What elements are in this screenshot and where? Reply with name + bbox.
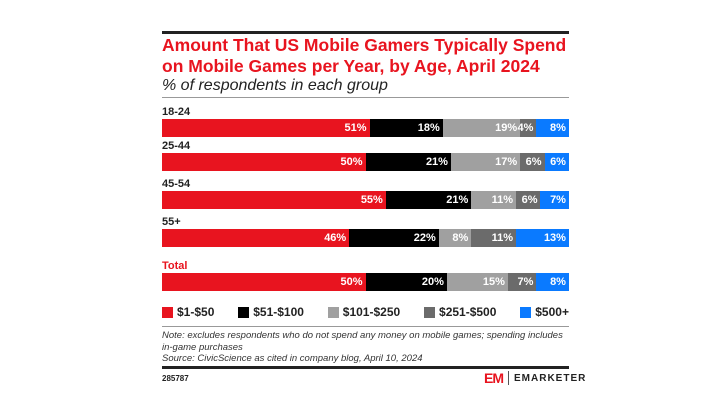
legend-swatch <box>162 306 173 318</box>
data-label: 4% <box>517 122 534 134</box>
legend-swatch <box>424 306 436 318</box>
stacked-bar: 46% 22% 8% 11% 13% <box>162 229 569 247</box>
logo-mark: EM <box>484 370 504 386</box>
data-label: 51% <box>344 122 367 134</box>
data-label: 11% <box>491 194 514 206</box>
bar-segment: 51% <box>162 119 370 137</box>
data-label: 19% <box>495 122 518 134</box>
legend-item: $101-$250 <box>327 305 401 319</box>
bar-segment: 8% <box>536 119 569 137</box>
title-divider <box>162 97 569 98</box>
stacked-bar: 50% 21% 17% 6% 6% <box>162 153 569 171</box>
data-label: 6% <box>525 156 542 168</box>
logo-text: EMARKETER <box>514 372 587 384</box>
bar-segment: 18% <box>369 119 443 137</box>
bar-segment: 4% <box>517 119 537 137</box>
data-label: 13% <box>543 232 566 244</box>
bar-segment: 15% <box>446 273 508 291</box>
row-label: 25-44 <box>162 140 191 152</box>
bar-segment: 13% <box>516 229 569 247</box>
bar-segment: 17% <box>450 153 521 171</box>
data-label: 8% <box>452 232 469 244</box>
chart-id: 285787 <box>162 374 189 383</box>
bar-segment: 8% <box>536 273 569 291</box>
legend-swatch <box>327 306 339 318</box>
data-label: 22% <box>413 232 436 244</box>
data-label: 46% <box>324 232 347 244</box>
data-label: 20% <box>421 276 444 288</box>
bar-segment: 7% <box>540 191 569 209</box>
row-label: Total <box>162 260 188 272</box>
bar-segment: 8% <box>438 229 472 247</box>
bar-segment: 50% <box>162 273 366 291</box>
row-label: 18-24 <box>162 106 191 118</box>
bar-segment: 21% <box>365 153 451 171</box>
legend-item: $1-$50 <box>162 305 214 319</box>
data-label: 50% <box>340 156 363 168</box>
bar-segment: 50% <box>162 153 366 171</box>
legend-item: $500+ <box>520 305 569 319</box>
data-label: 7% <box>550 194 566 206</box>
bar-segment: 7% <box>507 273 537 291</box>
top-rule <box>162 31 569 34</box>
legend-swatch <box>520 306 532 318</box>
data-label: 17% <box>495 156 518 168</box>
legend-label: $500+ <box>535 305 569 319</box>
bar-segment: 6% <box>544 153 569 171</box>
row-label: 55+ <box>162 216 181 228</box>
legend-swatch <box>238 306 250 318</box>
notes-divider <box>162 326 569 327</box>
note-text: Note: excludes respondents who do not sp… <box>162 330 563 353</box>
data-label: 7% <box>517 276 534 288</box>
data-label: 8% <box>550 276 566 288</box>
legend-label: $101-$250 <box>342 305 401 319</box>
legend: $1-$50 $51-$100 $101-$250 $251-$500 $500+ <box>162 305 569 319</box>
bar-segment: 22% <box>349 229 439 247</box>
source-text: Source: CivicScience as cited in company… <box>162 353 423 364</box>
bar-segment: 6% <box>516 191 541 209</box>
legend-item: $251-$500 <box>424 305 496 319</box>
data-label: 50% <box>340 276 363 288</box>
legend-label: $251-$500 <box>439 305 497 319</box>
data-label: 21% <box>425 156 448 168</box>
footer-rule <box>162 366 569 369</box>
stacked-bar: 50% 20% 15% 7% 8% <box>162 273 569 291</box>
data-label: 21% <box>446 194 469 206</box>
data-label: 11% <box>491 232 514 244</box>
data-label: 8% <box>550 122 566 134</box>
bar-segment: 19% <box>442 119 521 137</box>
bar-segment: 11% <box>471 191 517 209</box>
stacked-bar: 55% 21% 11% 6% 7% <box>162 191 569 209</box>
stacked-bar: 51% 18% 19% 4% 8% <box>162 119 569 137</box>
bar-segment: 20% <box>365 273 447 291</box>
bar-segment: 46% <box>162 229 350 247</box>
legend-item: $51-$100 <box>238 305 304 319</box>
bar-segment: 21% <box>385 191 472 209</box>
bar-segment: 6% <box>520 153 545 171</box>
bar-segment: 11% <box>471 229 517 247</box>
chart-title: Amount That US Mobile Gamers Typically S… <box>162 35 567 76</box>
data-label: 18% <box>417 122 440 134</box>
row-label: 45-54 <box>162 178 191 190</box>
chart-subtitle: % of respondents in each group <box>162 77 388 94</box>
data-label: 15% <box>482 276 505 288</box>
data-label: 6% <box>521 194 538 206</box>
data-label: 6% <box>550 156 566 168</box>
notes: Note: excludes respondents who do not sp… <box>162 330 569 365</box>
legend-label: $51-$100 <box>253 305 304 319</box>
logo-separator <box>508 371 509 385</box>
bar-segment: 55% <box>162 191 386 209</box>
data-label: 55% <box>360 194 383 206</box>
legend-label: $1-$50 <box>177 305 215 319</box>
emarketer-logo: EM EMARKETER <box>484 370 586 386</box>
